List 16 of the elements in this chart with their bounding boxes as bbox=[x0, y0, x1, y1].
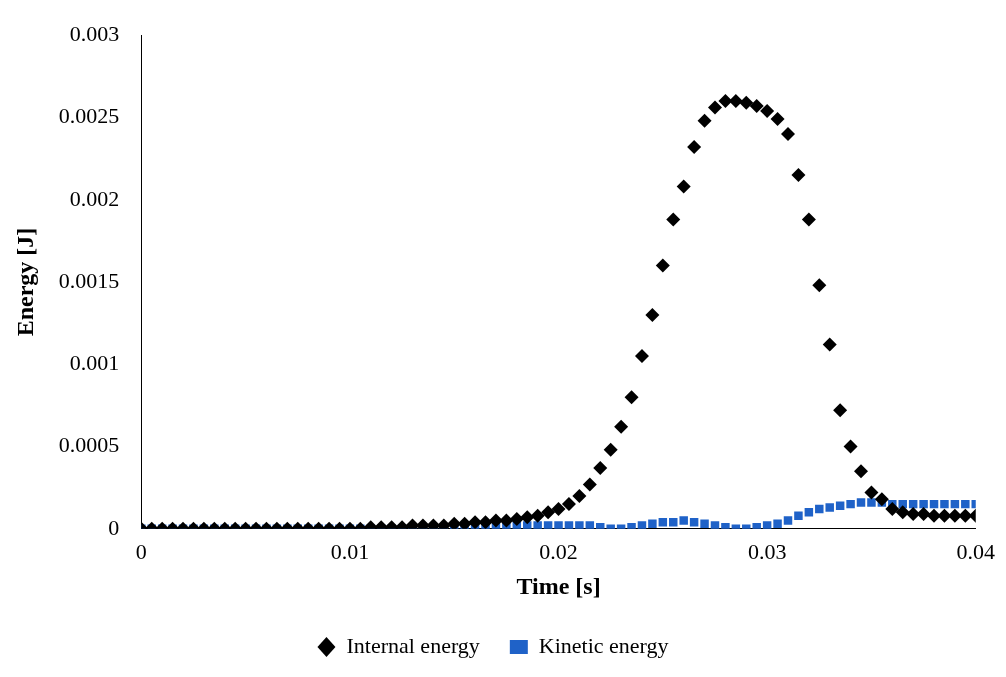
y-tick-label: 0.001 bbox=[69, 350, 120, 376]
x-tick-label: 0.02 bbox=[539, 538, 578, 564]
y-tick-label: 0 bbox=[108, 514, 120, 540]
y-tick-label: 0.0025 bbox=[58, 103, 120, 129]
x-tick-label: 0.01 bbox=[330, 538, 370, 564]
x-tick-label: 0 bbox=[135, 538, 147, 564]
y-tick-label: 0.003 bbox=[69, 20, 120, 46]
legend-label: Kinetic energy bbox=[538, 632, 669, 658]
x-tick-label: 0.04 bbox=[956, 538, 995, 564]
y-tick-label: 0.0015 bbox=[58, 267, 120, 293]
y-axis-title: Energy [J] bbox=[11, 227, 38, 337]
x-tick-label: 0.03 bbox=[747, 538, 787, 564]
y-tick-label: 0.002 bbox=[69, 185, 120, 211]
legend-label: Internal energy bbox=[346, 632, 480, 658]
x-axis-title: Time [s] bbox=[516, 572, 601, 599]
y-tick-label: 0.0005 bbox=[58, 432, 120, 458]
